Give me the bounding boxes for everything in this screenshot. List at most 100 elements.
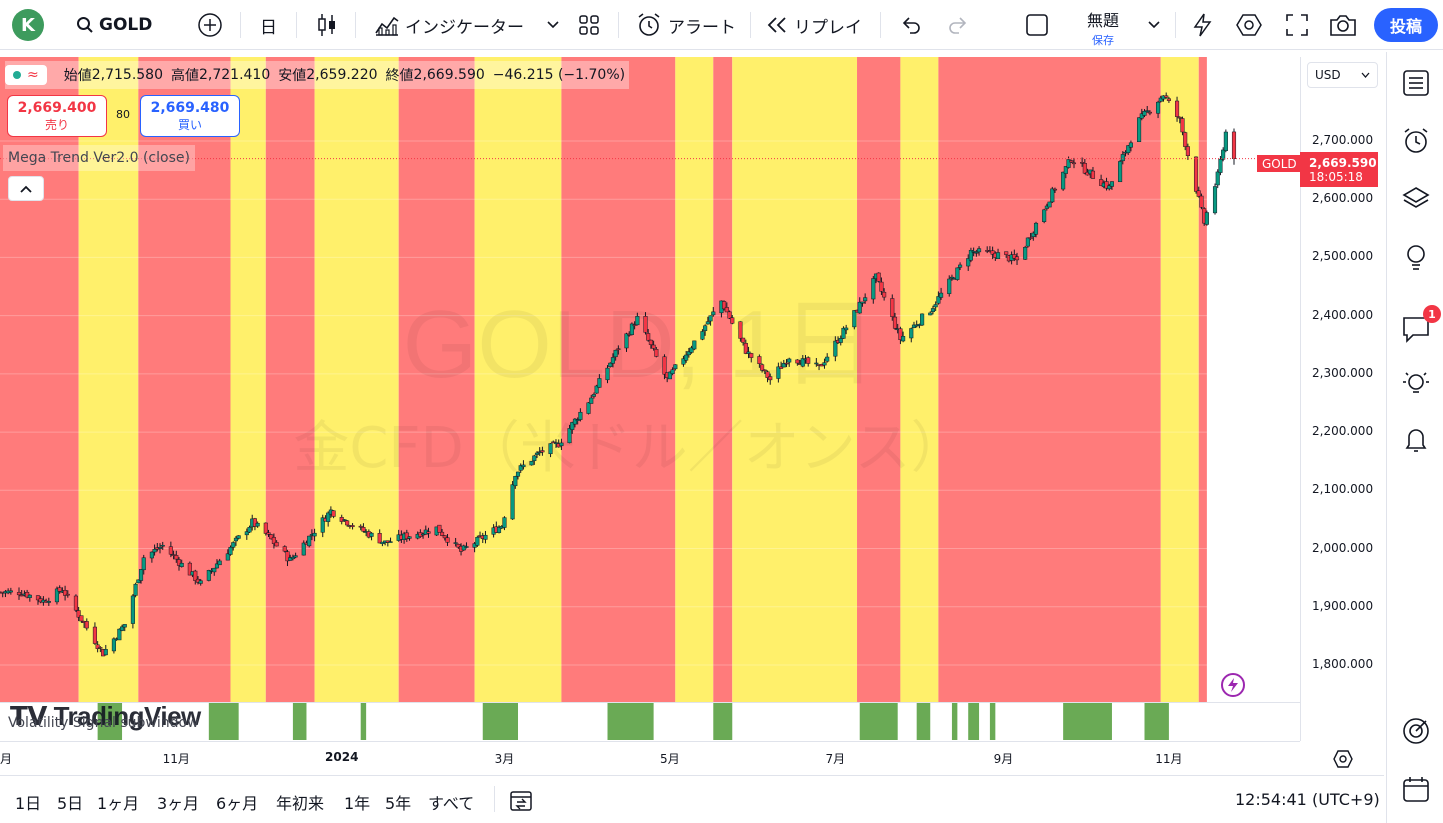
countdown-value: 18:05:18 [1309, 169, 1363, 184]
candle-body [1221, 149, 1226, 160]
price-chart[interactable]: GOLD, 1日 金CFD（米ドル／オンス） [0, 57, 1300, 702]
chevron-down-icon [547, 21, 559, 29]
candle-body [271, 537, 276, 544]
legend-status[interactable]: ≈ [5, 65, 47, 85]
lightbulb-icon[interactable] [1401, 242, 1431, 272]
candle-body [168, 546, 173, 555]
search-icon [77, 17, 93, 33]
alert-button[interactable]: アラート [636, 0, 736, 50]
time-label: 月 [0, 752, 13, 766]
range-3m[interactable]: 3ヶ月 [157, 794, 200, 813]
sell-button[interactable]: 2,669.400 売り [7, 95, 107, 137]
save-status: 保存 [1092, 34, 1114, 47]
volatility-subwindow[interactable]: 𝗧𝗩 TradingView Volatility Signal subwind… [0, 702, 1300, 740]
candle-body [63, 590, 68, 596]
range-6m[interactable]: 6ヶ月 [216, 794, 259, 813]
candle-body [225, 553, 230, 561]
logo-text: TradingView [53, 702, 202, 731]
watchlist-icon[interactable] [1401, 68, 1431, 98]
layout-select-button[interactable] [1025, 0, 1049, 50]
candle-body [1218, 158, 1223, 173]
currency-select[interactable]: USD [1307, 62, 1378, 88]
date-range-icon[interactable] [508, 787, 534, 813]
candle-body [133, 583, 138, 596]
templates-button[interactable] [578, 0, 600, 50]
candle-body [534, 452, 540, 455]
candle-body [616, 348, 621, 350]
user-avatar[interactable]: K [12, 9, 44, 41]
layers-icon[interactable] [1401, 184, 1431, 214]
candle-body [1120, 154, 1125, 162]
candle-body [65, 593, 70, 596]
time-label: 11月 [162, 752, 190, 766]
candle-body [475, 537, 480, 546]
candle-body [426, 531, 431, 534]
candle-body [852, 310, 857, 328]
candle-body [1204, 212, 1209, 225]
bell-icon[interactable] [1401, 424, 1431, 454]
time-label: 3月 [494, 752, 515, 766]
undo-button[interactable] [900, 0, 922, 50]
candle-body [1066, 159, 1071, 168]
range-5y[interactable]: 5年 [385, 794, 412, 813]
candle-body [624, 333, 629, 349]
range-1d[interactable]: 1日 [15, 794, 42, 813]
signal-block [1144, 703, 1169, 740]
event-marker-icon[interactable] [1221, 673, 1245, 697]
candle-body [730, 317, 735, 324]
replay-button[interactable]: リプレイ [766, 0, 862, 50]
signal-block [208, 703, 239, 740]
compare-button[interactable] [197, 0, 223, 50]
target-icon[interactable] [1401, 716, 1431, 746]
snapshot-button[interactable] [1329, 0, 1357, 50]
calendar-icon[interactable] [1401, 774, 1431, 804]
chart-type-button[interactable] [316, 0, 338, 50]
time-axis[interactable]: 月 11月 2024 3月 5月 7月 9月 11月 [0, 741, 1300, 774]
candle-body [635, 316, 640, 326]
range-ytd[interactable]: 年初来 [276, 794, 325, 813]
candle-body [95, 644, 100, 649]
candle-body [629, 323, 634, 335]
symbol-search[interactable]: GOLD [76, 0, 152, 50]
candle-body [844, 327, 849, 331]
candle-body [947, 278, 952, 294]
candle-body [1196, 190, 1201, 197]
fullscreen-button[interactable] [1285, 0, 1309, 50]
indicators-button[interactable]: インジケーター [374, 0, 524, 50]
collapse-legend-button[interactable] [8, 176, 44, 201]
range-1y[interactable]: 1年 [344, 794, 371, 813]
quick-search-button[interactable] [1190, 0, 1216, 50]
indicators-dropdown[interactable] [547, 0, 559, 50]
indicator-legend[interactable]: Mega Trend Ver2.0 (close) [3, 145, 195, 171]
candle-body [724, 307, 729, 313]
candle-body [513, 476, 518, 487]
candle-body [1174, 100, 1180, 117]
settings-button[interactable] [1236, 0, 1262, 50]
redo-button[interactable] [947, 0, 969, 50]
range-5d[interactable]: 5日 [57, 794, 84, 813]
layout-dropdown[interactable] [1148, 0, 1160, 50]
axis-settings-icon[interactable] [1333, 749, 1353, 773]
layout-title[interactable]: 無題 保存 [1075, 7, 1131, 48]
range-1m[interactable]: 1ヶ月 [97, 794, 140, 813]
subwindow-canvas [97, 703, 1169, 740]
interval-button[interactable]: 日 [260, 0, 277, 50]
alarm-clock-icon[interactable] [1401, 126, 1431, 156]
candle-body [776, 366, 781, 379]
divider [355, 12, 356, 38]
buy-button[interactable]: 2,669.480 買い [140, 95, 240, 137]
candle-body [171, 554, 176, 556]
candle-body [1028, 237, 1033, 239]
divider [618, 12, 619, 38]
time-label: 2024 [325, 750, 359, 764]
ideas-bulb-icon[interactable] [1401, 368, 1431, 398]
range-all[interactable]: すべて [428, 794, 475, 813]
indicator-name: Mega Trend Ver2.0 (close) [8, 150, 190, 166]
price-label: 2,500.000 [1312, 249, 1374, 264]
candle-body [274, 542, 279, 547]
candle-body [1082, 163, 1087, 174]
clock-timezone[interactable]: 12:54:41 (UTC+9) [1235, 790, 1380, 809]
publish-button[interactable]: 投稿 [1374, 8, 1438, 42]
